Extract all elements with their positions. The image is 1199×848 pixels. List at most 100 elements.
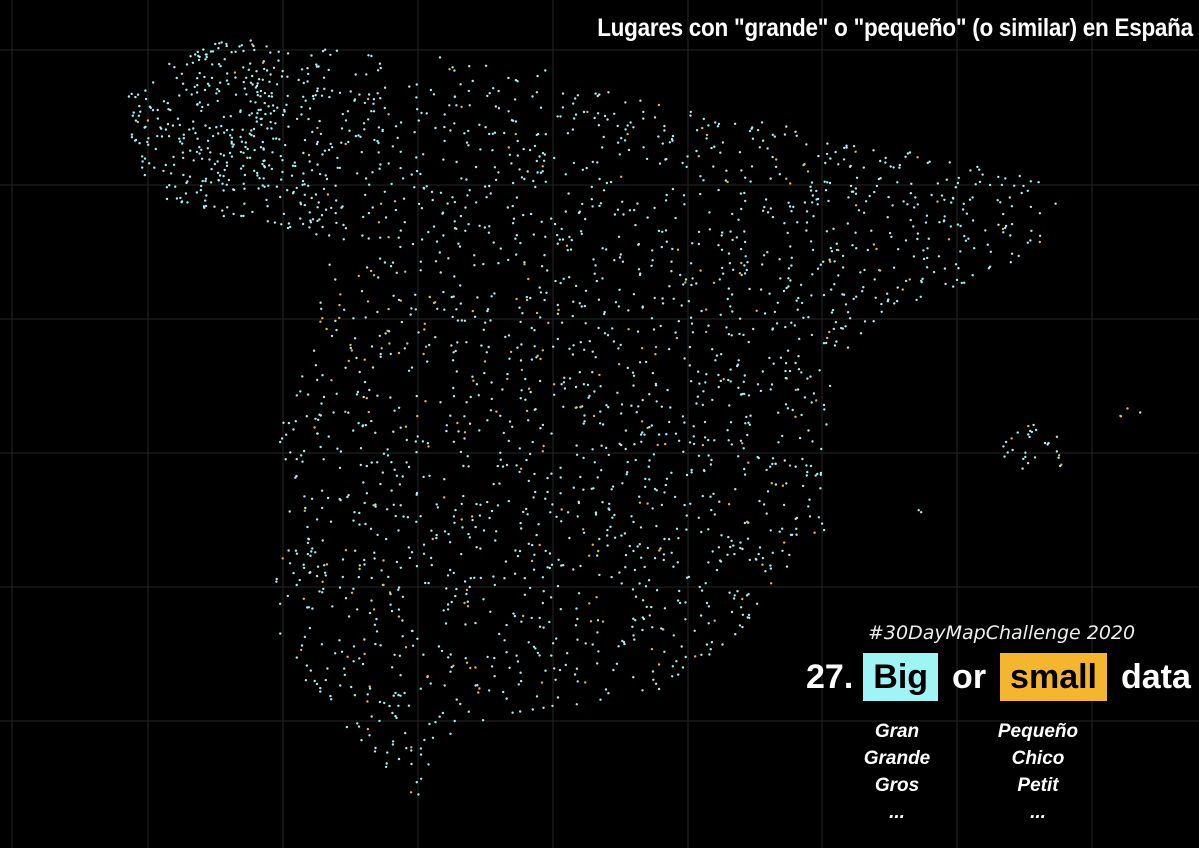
small-place-point: [382, 559, 385, 562]
big-place-point: [492, 575, 495, 578]
small-place-point: [326, 193, 330, 196]
big-place-point: [165, 186, 169, 189]
big-place-point: [707, 528, 710, 531]
big-place-point: [525, 458, 528, 462]
big-place-point: [790, 264, 793, 267]
big-place-point: [627, 309, 630, 312]
big-place-point: [800, 301, 804, 305]
small-place-point: [646, 426, 649, 430]
big-place-point: [829, 157, 832, 160]
big-place-point: [383, 190, 386, 193]
big-place-point: [926, 247, 929, 250]
big-place-point: [264, 112, 267, 116]
big-place-point: [613, 536, 617, 539]
big-place-point: [774, 165, 778, 169]
big-place-point: [171, 124, 175, 127]
big-place-point: [250, 129, 253, 132]
big-place-point: [512, 612, 515, 615]
big-place-point: [743, 191, 746, 195]
big-place-point: [695, 402, 698, 405]
big-place-point: [398, 654, 402, 657]
big-place-point: [257, 78, 261, 81]
big-place-point: [759, 288, 763, 291]
big-place-point: [999, 201, 1002, 204]
big-place-point: [940, 194, 944, 197]
big-place-point: [430, 190, 434, 194]
big-place-point: [720, 234, 723, 237]
big-place-point: [824, 189, 828, 192]
big-place-point: [615, 662, 619, 665]
big-place-point: [730, 539, 733, 542]
big-place-point: [685, 473, 689, 477]
big-place-point: [284, 143, 287, 147]
big-place-point: [948, 161, 951, 164]
big-place-point: [902, 200, 905, 203]
big-place-point: [689, 380, 693, 383]
big-place-point: [318, 119, 321, 123]
big-place-point: [564, 210, 567, 213]
big-place-point: [575, 444, 578, 447]
small-place-point: [650, 647, 654, 651]
big-place-point: [420, 238, 424, 241]
big-place-point: [320, 307, 323, 310]
big-place-point: [519, 397, 522, 400]
big-place-point: [726, 429, 729, 432]
small-place-point: [775, 158, 778, 161]
big-place-point: [697, 370, 700, 373]
big-place-point: [638, 582, 641, 585]
big-place-point: [473, 264, 476, 267]
big-place-point: [323, 87, 326, 91]
big-place-point: [688, 441, 692, 444]
big-place-point: [703, 436, 707, 439]
big-place-point: [303, 495, 306, 498]
big-place-point: [410, 173, 413, 176]
big-place-point: [396, 136, 399, 140]
big-place-point: [664, 229, 668, 232]
big-place-point: [415, 493, 418, 496]
big-place-point: [483, 185, 487, 188]
big-place-point: [927, 237, 930, 240]
small-place-point: [330, 379, 333, 382]
big-place-point: [588, 394, 591, 397]
small-place-point: [379, 202, 383, 205]
big-place-point: [942, 220, 946, 223]
big-place-point: [281, 170, 284, 174]
big-place-point: [562, 381, 566, 384]
big-place-point: [455, 587, 458, 591]
big-place-point: [632, 384, 635, 387]
big-place-point: [742, 380, 745, 383]
big-place-point: [200, 157, 204, 160]
big-place-point: [271, 151, 274, 154]
big-place-point: [922, 249, 925, 252]
big-place-point: [334, 319, 337, 323]
big-place-point: [544, 180, 547, 183]
big-place-point: [700, 653, 703, 656]
big-place-point: [427, 230, 430, 234]
big-place-point: [653, 116, 657, 119]
big-place-point: [338, 166, 341, 170]
big-place-point: [762, 254, 766, 257]
or-label: or: [952, 657, 987, 696]
big-place-point: [750, 127, 753, 130]
big-place-point: [421, 440, 425, 443]
big-place-point: [330, 89, 334, 92]
big-place-point: [201, 105, 204, 109]
big-place-point: [230, 155, 234, 158]
big-place-point: [796, 308, 799, 311]
big-place-point: [185, 63, 189, 66]
big-place-point: [892, 266, 896, 269]
big-place-point: [328, 263, 331, 266]
small-place-point: [829, 260, 832, 263]
big-place-point: [558, 238, 561, 241]
small-place-point: [794, 415, 797, 418]
big-place-point: [300, 644, 304, 647]
big-place-point: [267, 95, 271, 98]
big-place-point: [286, 52, 290, 55]
big-place-point: [370, 715, 373, 718]
big-place-point: [811, 201, 814, 204]
big-place-point: [823, 408, 826, 411]
big-place-point: [579, 564, 582, 568]
big-place-point: [280, 437, 284, 440]
big-place-point: [206, 139, 210, 142]
big-place-point: [302, 172, 305, 175]
